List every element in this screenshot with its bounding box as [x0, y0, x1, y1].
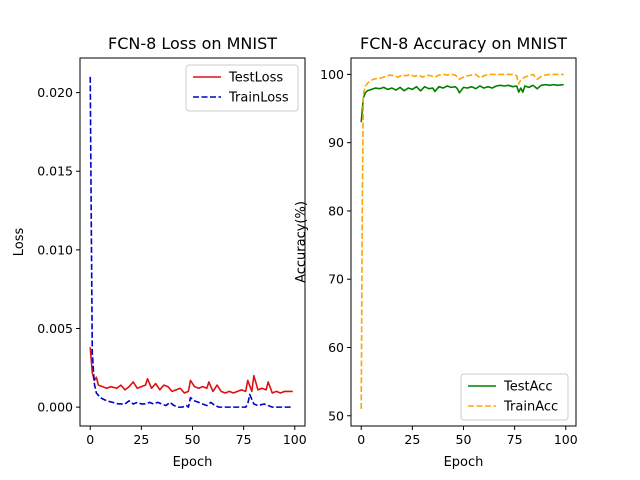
- x-axis-label: Epoch: [173, 455, 213, 470]
- y-tick-label: 90: [328, 135, 344, 150]
- y-tick-label: 0.010: [37, 242, 73, 257]
- x-tick-label: 0: [357, 432, 365, 447]
- series-line-testloss: [90, 347, 293, 393]
- loss-chart: 0 25 50 75 100 0.000 0.005 0.010 0.015 0.020 FCN-8…: [12, 34, 307, 470]
- y-tick-label: 60: [328, 340, 344, 355]
- x-tick-label: 75: [236, 432, 252, 447]
- chart-title: FCN-8 Loss on MNIST: [108, 34, 277, 53]
- x-tick-label: 100: [554, 432, 578, 447]
- x-tick-label: 0: [86, 432, 94, 447]
- y-tick-label: 0.015: [37, 164, 73, 179]
- legend-label-testacc: TestAcc: [503, 380, 553, 395]
- legend-label-trainacc: TrainAcc: [503, 400, 558, 415]
- x-tick-label: 50: [456, 432, 472, 447]
- y-tick-label: 50: [328, 408, 344, 423]
- x-tick-label: 100: [283, 432, 307, 447]
- axes-frame: [351, 58, 576, 426]
- y-tick-label: 100: [320, 67, 344, 82]
- y-tick-label: 70: [328, 272, 344, 287]
- series-line-trainloss: [90, 77, 293, 407]
- y-tick-label: 80: [328, 203, 344, 218]
- x-tick-label: 25: [133, 432, 149, 447]
- y-axis-label: Accuracy(%): [294, 201, 309, 283]
- y-tick-label: 0.000: [37, 400, 73, 415]
- y-tick-label: 0.020: [37, 85, 73, 100]
- legend-label-testloss: TestLoss: [228, 71, 283, 86]
- x-tick-label: 25: [404, 432, 420, 447]
- accuracy-chart: 0 25 50 75 100 50 60 70 80 90 100 FCN-8 Accuracy on…: [294, 34, 578, 470]
- series-line-trainacc: [361, 74, 563, 409]
- axes-frame: [80, 58, 305, 426]
- legend-label-trainloss: TrainLoss: [228, 91, 289, 106]
- y-tick-label: 0.005: [37, 321, 73, 336]
- series-line-testacc: [361, 85, 563, 123]
- x-axis-label: Epoch: [444, 455, 484, 470]
- x-tick-label: 75: [507, 432, 523, 447]
- chart-title: FCN-8 Accuracy on MNIST: [360, 34, 567, 53]
- y-axis-label: Loss: [12, 228, 27, 257]
- x-tick-label: 50: [185, 432, 201, 447]
